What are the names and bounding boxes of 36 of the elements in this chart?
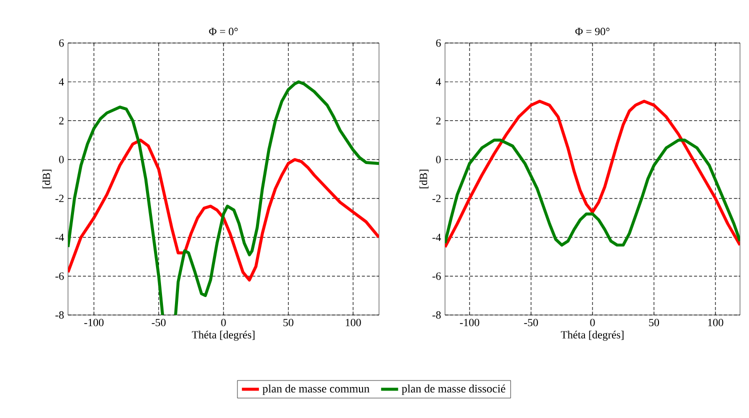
y-tick-label: -6 xyxy=(432,272,441,280)
y-tick-label: 4 xyxy=(58,78,64,86)
x-tick-label: -50 xyxy=(152,318,166,326)
chart-title: Φ = 90° xyxy=(575,28,610,36)
y-tick-label: 4 xyxy=(436,78,441,86)
y-tick-label: -2 xyxy=(55,194,64,202)
y-tick-label: -8 xyxy=(55,311,64,319)
chart-title: Φ = 0° xyxy=(209,28,238,36)
y-tick-label: 0 xyxy=(436,156,441,164)
y-tick-label: -2 xyxy=(432,194,441,202)
y-tick-label: 6 xyxy=(59,39,64,47)
y-tick-label: 6 xyxy=(436,39,441,47)
x-tick-label: 0 xyxy=(221,318,226,326)
legend-label: plan de masse commun xyxy=(262,384,370,395)
y-axis-title: [dB] xyxy=(419,170,429,188)
x-tick-label: -100 xyxy=(84,318,104,326)
x-tick-label: -100 xyxy=(460,318,480,326)
y-tick-label: 2 xyxy=(436,117,441,124)
x-axis-title: Théta [degrés] xyxy=(192,330,254,341)
line-series xyxy=(445,138,740,247)
y-tick-label: 0 xyxy=(59,156,64,164)
x-tick-label: 50 xyxy=(283,318,294,326)
x-tick-label: -50 xyxy=(524,318,538,326)
x-tick-label: 100 xyxy=(708,318,724,326)
x-tick-label: 50 xyxy=(649,318,660,326)
y-tick-label: -4 xyxy=(432,234,441,241)
y-tick-label: -6 xyxy=(55,272,64,280)
legend-label: plan de masse dissocié xyxy=(402,384,506,395)
x-tick-label: 0 xyxy=(590,318,595,326)
line-series xyxy=(68,138,380,282)
x-axis-title: Théta [degrés] xyxy=(560,330,624,341)
x-tick-label: 100 xyxy=(346,318,361,326)
y-tick-label: -8 xyxy=(432,311,441,319)
y-tick-label: -4 xyxy=(55,234,64,241)
y-axis-title: [dB] xyxy=(42,170,52,188)
y-tick-label: 2 xyxy=(59,117,64,124)
